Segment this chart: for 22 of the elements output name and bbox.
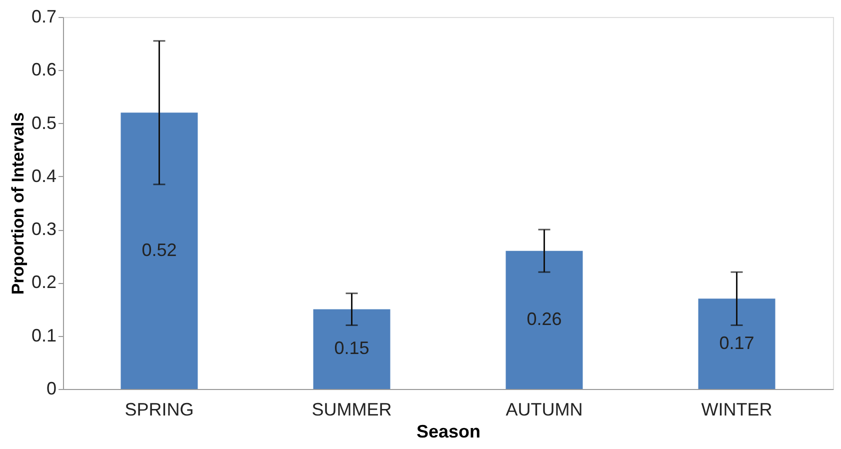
data-label: 0.15: [334, 338, 370, 358]
x-tick-label: SUMMER: [312, 400, 392, 420]
bar: [698, 298, 776, 389]
data-label: 0.26: [526, 308, 562, 329]
x-tick-label: SPRING: [124, 400, 194, 420]
x-axis-title: Season: [416, 422, 481, 442]
data-label: 0.17: [719, 332, 754, 353]
bar: [313, 309, 390, 389]
y-tick-label: 0.6: [31, 60, 56, 80]
y-axis-title: Proportion of Intervals: [8, 112, 28, 295]
x-tick-label: AUTUMN: [506, 400, 583, 420]
y-tick-label: 0.7: [31, 6, 56, 26]
y-tick-label: 0.4: [31, 166, 56, 186]
y-tick-label: 0.2: [31, 272, 56, 292]
y-tick-label: 0.1: [31, 325, 56, 346]
y-tick-label: 0: [46, 378, 56, 398]
y-tick-label: 0.5: [31, 112, 56, 133]
x-tick-label: WINTER: [701, 400, 772, 420]
bar: [120, 112, 198, 389]
data-label: 0.52: [142, 240, 177, 260]
bar: [506, 250, 583, 389]
y-tick-label: 0.3: [31, 219, 56, 240]
